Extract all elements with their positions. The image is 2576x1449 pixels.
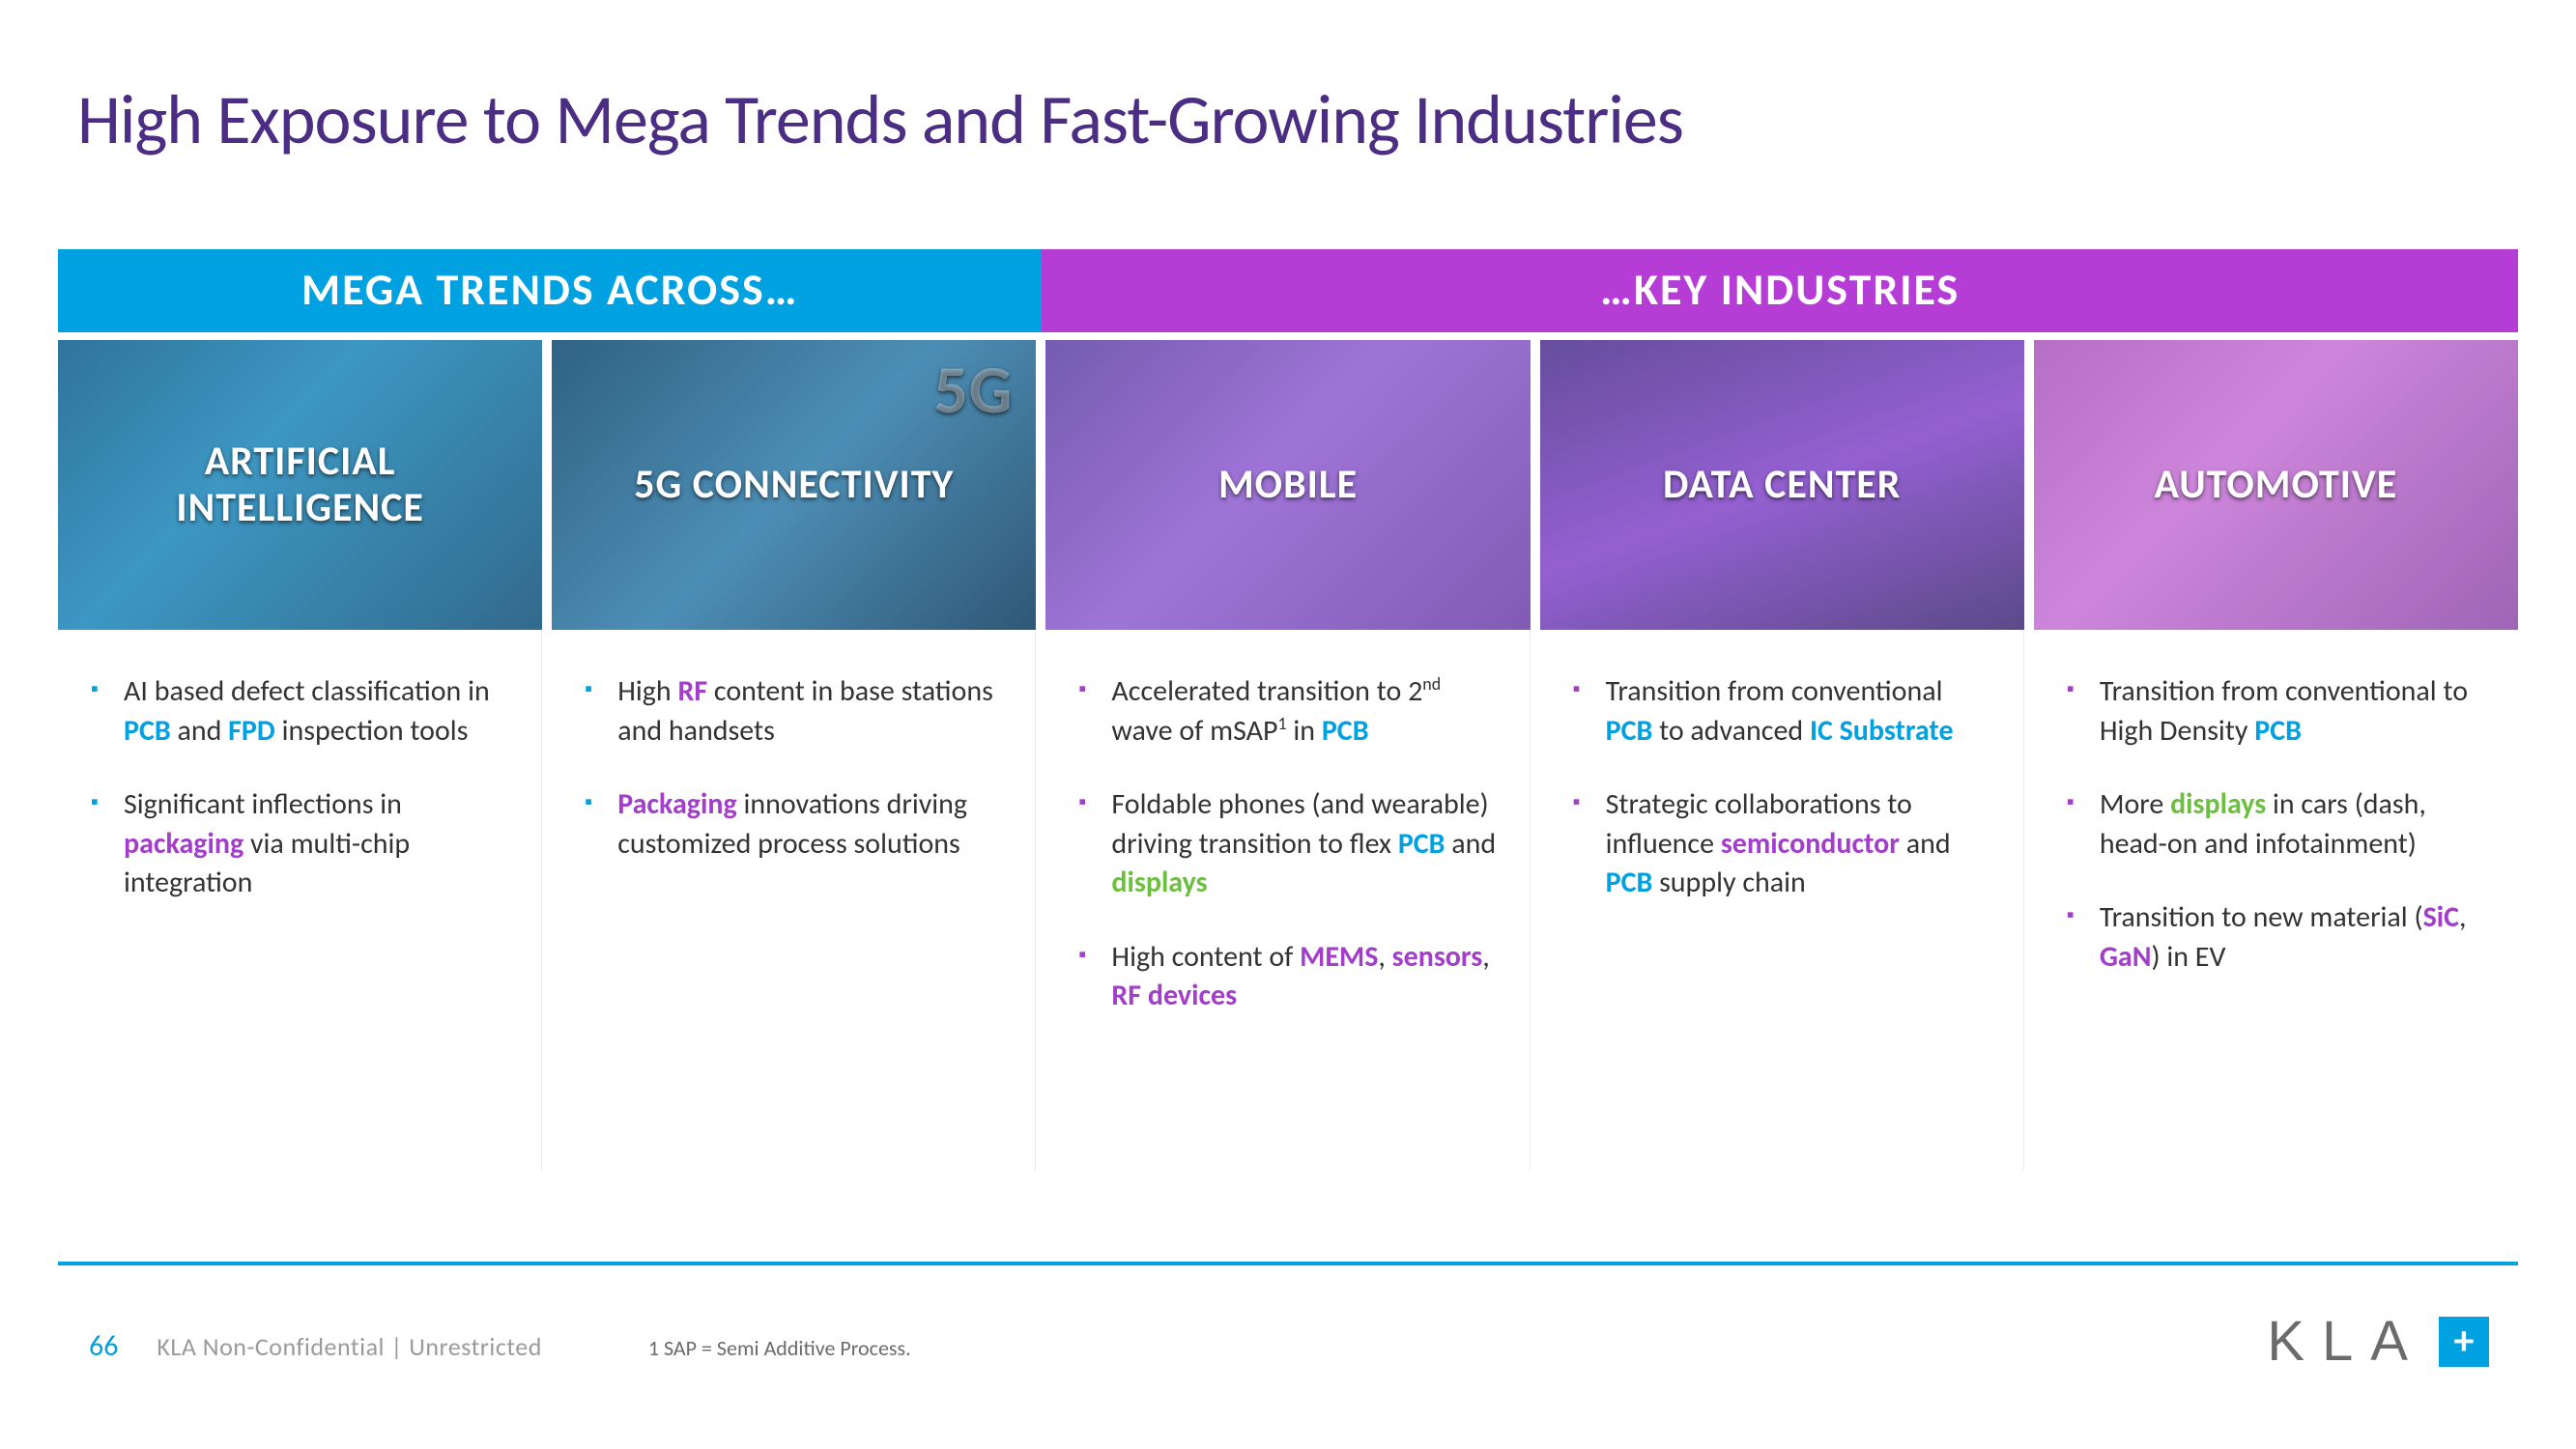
column-header-label: 5G CONNECTIVITY bbox=[634, 462, 954, 508]
column-body: Transition from conventional to High Den… bbox=[2034, 630, 2518, 1171]
column-header-label: DATA CENTER bbox=[1663, 462, 1901, 508]
slide-title: High Exposure to Mega Trends and Fast-Gr… bbox=[77, 77, 2518, 162]
bullet-item: Strategic collaborations to influence se… bbox=[1573, 785, 1994, 903]
bullet-item: Packaging innovations driving customized… bbox=[585, 785, 1006, 864]
column-datacenter: DATA CENTER Transition from conventional … bbox=[1540, 340, 2024, 1171]
columns-container: ARTIFICIAL INTELLIGENCE AI based defect c… bbox=[58, 340, 2518, 1171]
bullet-item: Transition from conventional to High Den… bbox=[2067, 672, 2489, 751]
bullet-item: Transition to new material (SiC, GaN) in… bbox=[2067, 898, 2489, 977]
bullet-list: Transition from conventional to High Den… bbox=[2067, 672, 2489, 977]
footnote: 1 SAP = Semi Additive Process. bbox=[648, 1335, 911, 1361]
column-header-label: ARTIFICIAL INTELLIGENCE bbox=[77, 439, 523, 532]
bullet-item: Foldable phones (and wearable) driving t… bbox=[1078, 785, 1500, 903]
column-body: AI based defect classification in PCB an… bbox=[58, 630, 542, 1171]
bullet-item: Transition from conventional PCB to adva… bbox=[1573, 672, 1994, 751]
bullet-item: AI based defect classification in PCB an… bbox=[91, 672, 512, 751]
confidentiality-label: KLA Non-Confidential | Unrestricted bbox=[157, 1331, 541, 1362]
column-body: Transition from conventional PCB to adva… bbox=[1540, 630, 2024, 1171]
footer: 66 KLA Non-Confidential | Unrestricted 1… bbox=[89, 1328, 911, 1364]
logo-text: KLA bbox=[2267, 1309, 2425, 1374]
bullet-list: High RF content in base stations and han… bbox=[585, 672, 1006, 864]
bullet-item: Significant inflections in packaging via… bbox=[91, 785, 512, 903]
logo: KLA + bbox=[2267, 1309, 2489, 1374]
column-header-label: MOBILE bbox=[1218, 462, 1358, 508]
column-5g: 5G CONNECTIVITY High RF content in base s… bbox=[552, 340, 1036, 1171]
column-header-automotive: AUTOMOTIVE bbox=[2034, 340, 2518, 630]
column-header-mobile: MOBILE bbox=[1045, 340, 1530, 630]
bullet-list: Transition from conventional PCB to adva… bbox=[1573, 672, 1994, 903]
bullet-list: AI based defect classification in PCB an… bbox=[91, 672, 512, 903]
column-header-ai: ARTIFICIAL INTELLIGENCE bbox=[58, 340, 542, 630]
column-body: High RF content in base stations and han… bbox=[552, 630, 1036, 1171]
bullet-list: Accelerated transition to 2nd wave of mS… bbox=[1078, 672, 1500, 1016]
column-header-label: AUTOMOTIVE bbox=[2155, 462, 2398, 508]
logo-plus-icon: + bbox=[2439, 1317, 2489, 1367]
bullet-item: High RF content in base stations and han… bbox=[585, 672, 1006, 751]
banner-key-industries: …KEY INDUSTRIES bbox=[1042, 249, 2518, 332]
column-ai: ARTIFICIAL INTELLIGENCE AI based defect c… bbox=[58, 340, 542, 1171]
bottom-rule bbox=[58, 1262, 2518, 1265]
slide: High Exposure to Mega Trends and Fast-Gr… bbox=[0, 0, 2576, 1449]
banner-row: MEGA TRENDS ACROSS… …KEY INDUSTRIES bbox=[58, 249, 2518, 332]
page-number: 66 bbox=[89, 1328, 118, 1364]
column-header-5g: 5G CONNECTIVITY bbox=[552, 340, 1036, 630]
column-header-datacenter: DATA CENTER bbox=[1540, 340, 2024, 630]
banner-mega-trends: MEGA TRENDS ACROSS… bbox=[58, 249, 1042, 332]
bullet-item: High content of MEMS, sensors, RF device… bbox=[1078, 938, 1500, 1016]
column-mobile: MOBILE Accelerated transition to 2nd wave… bbox=[1045, 340, 1530, 1171]
bullet-item: More displays in cars (dash, head-on and… bbox=[2067, 785, 2489, 864]
column-automotive: AUTOMOTIVE Transition from conventional t… bbox=[2034, 340, 2518, 1171]
column-body: Accelerated transition to 2nd wave of mS… bbox=[1045, 630, 1530, 1171]
bullet-item: Accelerated transition to 2nd wave of mS… bbox=[1078, 672, 1500, 751]
